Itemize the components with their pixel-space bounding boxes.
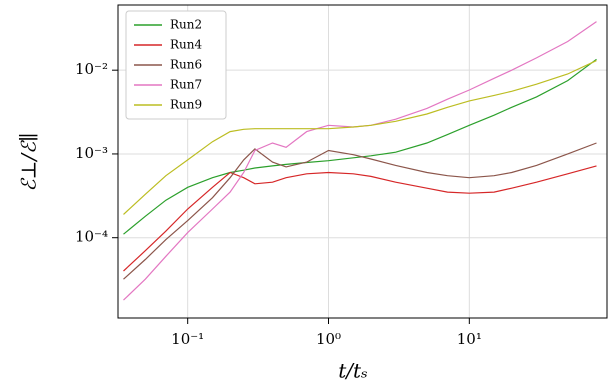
y-tick-label: 10⁻⁴: [75, 228, 108, 246]
y-axis-label: ℰ⊥/ℰ∥: [17, 132, 41, 191]
y-tick-label: 10⁻³: [75, 144, 108, 162]
legend-label: Run2: [170, 18, 202, 32]
x-tick-label: 10⁻¹: [171, 330, 204, 348]
y-tick-label: 10⁻²: [75, 60, 108, 78]
legend-label: Run9: [170, 98, 202, 112]
legend-label: Run7: [170, 78, 202, 92]
line-series: [123, 60, 597, 215]
legend-box: [125, 10, 227, 120]
x-tick-label: 10⁰: [316, 330, 341, 348]
plot-frame: [117, 4, 608, 319]
x-tick-label: 10¹: [457, 330, 482, 348]
line-series: [123, 58, 597, 235]
legend-label: Run4: [170, 38, 202, 52]
line-series: [123, 21, 597, 301]
x-axis-label: t/tₛ: [338, 359, 368, 383]
line-series: [123, 165, 597, 272]
line-series: [123, 142, 597, 280]
legend-label: Run6: [170, 58, 202, 72]
legend: Run2 Run4 Run6 Run7 Run9: [125, 10, 227, 120]
